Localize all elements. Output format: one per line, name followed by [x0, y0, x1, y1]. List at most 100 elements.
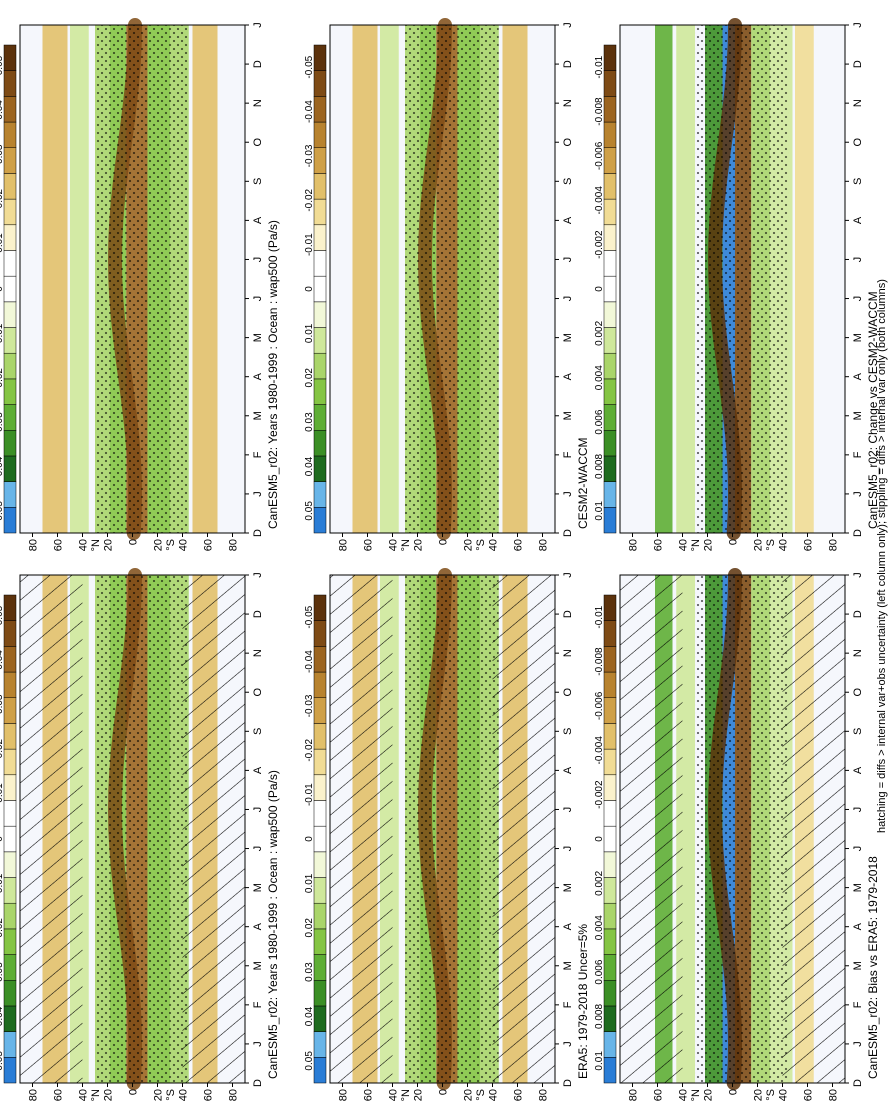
colorbar-swatch	[313, 250, 327, 277]
x-tick-label: M	[252, 883, 264, 892]
colorbar-swatch	[603, 774, 617, 801]
panel-title: CanESM5_r02: Years 1980-1999 : Ocean : w…	[266, 220, 280, 529]
colorbar-swatch	[603, 275, 617, 303]
stippling	[405, 575, 499, 1083]
x-tick-label: J	[562, 572, 574, 578]
colorbar-label: -0.008	[594, 647, 605, 676]
x-tick-label: S	[562, 728, 574, 735]
field-band	[42, 25, 68, 533]
y-tick-label: 60	[803, 1089, 815, 1101]
x-tick-label: A	[852, 372, 864, 380]
x-tick-label: D	[852, 1079, 864, 1087]
y-tick-label: 40	[78, 1089, 90, 1101]
x-tick-label: D	[562, 60, 574, 68]
y-tick-label: 60	[653, 1089, 665, 1101]
x-tick-label: J	[252, 491, 264, 497]
colorbar-label: 0.05	[0, 501, 5, 521]
colorbar-label: -0.05	[304, 605, 315, 628]
y-tick-label: 80	[228, 539, 240, 551]
colorbar-label: 0.03	[304, 962, 315, 982]
colorbar-label: -0.006	[594, 141, 605, 170]
colorbar-swatch	[3, 928, 17, 955]
colorbar-swatch	[3, 507, 17, 534]
y-tick-label: 40	[78, 539, 90, 551]
colorbar-swatch	[313, 121, 327, 148]
colorbar-swatch	[3, 877, 17, 904]
colorbar-swatch	[313, 980, 327, 1007]
colorbar-swatch	[3, 774, 17, 801]
panel-title: ERA5: 1979-2018 Uncer=5%	[576, 924, 590, 1079]
colorbar-swatch	[313, 455, 327, 482]
colorbar-swatch	[313, 147, 327, 174]
y-tick-label: 20	[103, 1089, 115, 1101]
colorbar-swatch	[313, 877, 327, 904]
colorbar-swatch	[3, 224, 17, 251]
y-tick-label: °S	[765, 1089, 777, 1101]
colorbar-swatch	[3, 404, 17, 431]
y-tick-label: 40	[178, 1089, 190, 1101]
x-tick-label: J	[252, 1041, 264, 1047]
colorbar-swatch	[3, 96, 17, 123]
colorbar-swatch	[313, 96, 327, 123]
colorbar-label: 0.002	[594, 320, 605, 345]
y-tick-label: 0	[128, 539, 140, 545]
colorbar-swatch	[313, 671, 327, 698]
colorbar-swatch	[313, 198, 327, 226]
colorbar-label: -0.03	[0, 144, 5, 167]
x-tick-label: F	[562, 1001, 574, 1008]
hatching	[330, 575, 393, 1083]
x-tick-label: M	[562, 333, 574, 342]
colorbar-swatch	[603, 378, 617, 405]
hatching	[182, 575, 245, 1083]
y-tick-label: °S	[475, 1089, 487, 1101]
colorbar-swatch	[3, 352, 17, 380]
colorbar-label: 0.006	[594, 409, 605, 434]
x-tick-label: J	[252, 296, 264, 302]
colorbar-label: -0.02	[0, 738, 5, 761]
colorbar-label: -0.05	[0, 55, 5, 78]
colorbar-label: 0.01	[0, 323, 5, 343]
x-tick-label: O	[852, 138, 864, 147]
colorbar-swatch	[313, 928, 327, 955]
colorbar-swatch	[603, 1031, 617, 1058]
colorbar-label: 0.03	[0, 962, 5, 982]
colorbar-swatch	[3, 327, 17, 354]
colorbar-swatch	[3, 275, 17, 303]
x-tick-label: J	[852, 22, 864, 28]
y-tick-label: °S	[165, 1089, 177, 1101]
footnote: hatching = diffs > internal var+obs unce…	[876, 279, 888, 833]
y-tick-label: 20	[463, 1089, 475, 1101]
y-tick-label: 40	[778, 1089, 790, 1101]
y-tick-label: 40	[488, 539, 500, 551]
x-tick-label: N	[252, 99, 264, 107]
colorbar-swatch	[3, 671, 17, 698]
colorbar-label: -0.04	[304, 100, 315, 123]
colorbar-label: 0.05	[0, 1051, 5, 1071]
x-tick-label: S	[852, 728, 864, 735]
x-tick-label: M	[252, 411, 264, 420]
x-tick-label: J	[252, 572, 264, 578]
colorbar-swatch	[3, 800, 17, 827]
colorbar-label: 0.006	[594, 959, 605, 984]
hatching	[20, 575, 83, 1083]
colorbar-swatch	[313, 646, 327, 673]
colorbar-label: -0.03	[304, 694, 315, 717]
x-tick-label: D	[252, 60, 264, 68]
x-tick-label: M	[852, 411, 864, 420]
colorbar-swatch	[3, 173, 17, 200]
colorbar-swatch	[3, 455, 17, 482]
x-tick-label: O	[562, 138, 574, 147]
field-band	[502, 25, 528, 533]
colorbar-label: -0.01	[594, 55, 605, 78]
colorbar-swatch	[313, 301, 327, 328]
colorbar-swatch	[603, 301, 617, 328]
colorbar-swatch	[3, 121, 17, 148]
colorbar-label: 0.01	[304, 323, 315, 343]
colorbar-label: 0.05	[304, 1051, 315, 1071]
colorbar-swatch	[3, 697, 17, 724]
colorbar-swatch	[3, 620, 17, 647]
x-tick-label: O	[252, 688, 264, 697]
x-tick-label: J	[562, 846, 574, 852]
x-tick-label: N	[852, 99, 864, 107]
